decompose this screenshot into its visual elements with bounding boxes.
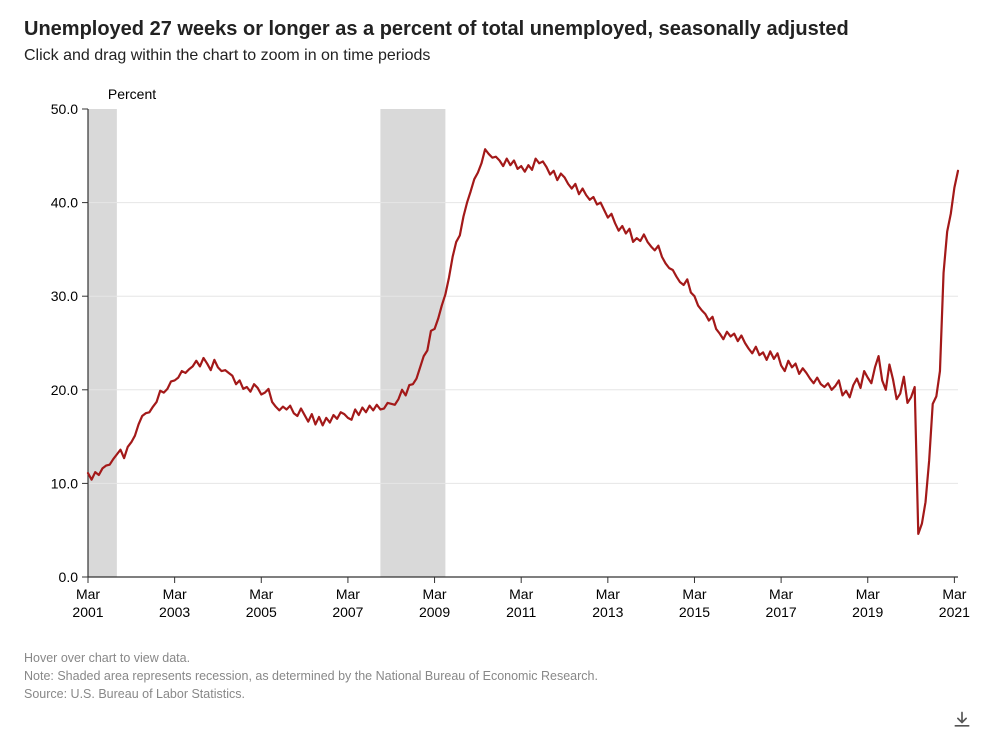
footer-source-text: Source: U.S. Bureau of Labor Statistics. xyxy=(24,685,976,703)
x-tick-label-month: Mar xyxy=(856,586,880,602)
x-tick-label-month: Mar xyxy=(769,586,793,602)
footer-hover-text: Hover over chart to view data. xyxy=(24,649,976,667)
chart-footer: Hover over chart to view data. Note: Sha… xyxy=(24,649,976,703)
chart-subtitle: Click and drag within the chart to zoom … xyxy=(24,47,976,65)
x-tick-label-year: 2009 xyxy=(419,604,450,620)
x-tick-label-month: Mar xyxy=(942,586,966,602)
x-tick-label-month: Mar xyxy=(76,586,100,602)
chart-plot-area[interactable]: 0.0 10.0 20.0 30.0 40.0 50.0 Mar 2001 Mar 2003 Mar… xyxy=(24,79,976,639)
y-tick-label: 30.0 xyxy=(51,288,78,304)
x-tick-label-year: 2021 xyxy=(939,604,970,620)
chart-container: Unemployed 27 weeks or longer as a perce… xyxy=(0,0,1000,748)
chart-svg[interactable]: 0.0 10.0 20.0 30.0 40.0 50.0 Mar 2001 Mar 2003 Mar… xyxy=(24,79,976,639)
x-tick-label-year: 2011 xyxy=(506,604,536,620)
x-tick-label-year: 2019 xyxy=(852,604,883,620)
chart-title: Unemployed 27 weeks or longer as a perce… xyxy=(24,18,976,41)
x-tick-label-month: Mar xyxy=(596,586,620,602)
x-tick-label-year: 2007 xyxy=(332,604,363,620)
x-tick-label-month: Mar xyxy=(682,586,706,602)
x-tick-label-year: 2001 xyxy=(72,604,103,620)
download-icon[interactable] xyxy=(952,710,972,730)
x-tick-label-month: Mar xyxy=(249,586,273,602)
y-tick-label: 20.0 xyxy=(51,382,78,398)
x-tick-label-year: 2005 xyxy=(246,604,277,620)
x-tick-label-year: 2003 xyxy=(159,604,190,620)
recession-band xyxy=(380,109,445,577)
y-tick-label: 50.0 xyxy=(51,101,78,117)
y-tick-label: 0.0 xyxy=(59,569,79,585)
footer-note-text: Note: Shaded area represents recession, … xyxy=(24,667,976,685)
x-tick-label-year: 2013 xyxy=(592,604,623,620)
y-tick-label: 40.0 xyxy=(51,195,78,211)
x-tick-label-year: 2017 xyxy=(766,604,797,620)
x-tick-label-month: Mar xyxy=(163,586,187,602)
x-tick-label-month: Mar xyxy=(336,586,360,602)
y-tick-label: 10.0 xyxy=(51,475,78,491)
data-line xyxy=(88,149,958,534)
x-tick-label-year: 2015 xyxy=(679,604,710,620)
y-axis-title: Percent xyxy=(108,86,156,102)
recession-band xyxy=(88,109,117,577)
x-tick-label-month: Mar xyxy=(509,586,533,602)
x-tick-label-month: Mar xyxy=(422,586,446,602)
